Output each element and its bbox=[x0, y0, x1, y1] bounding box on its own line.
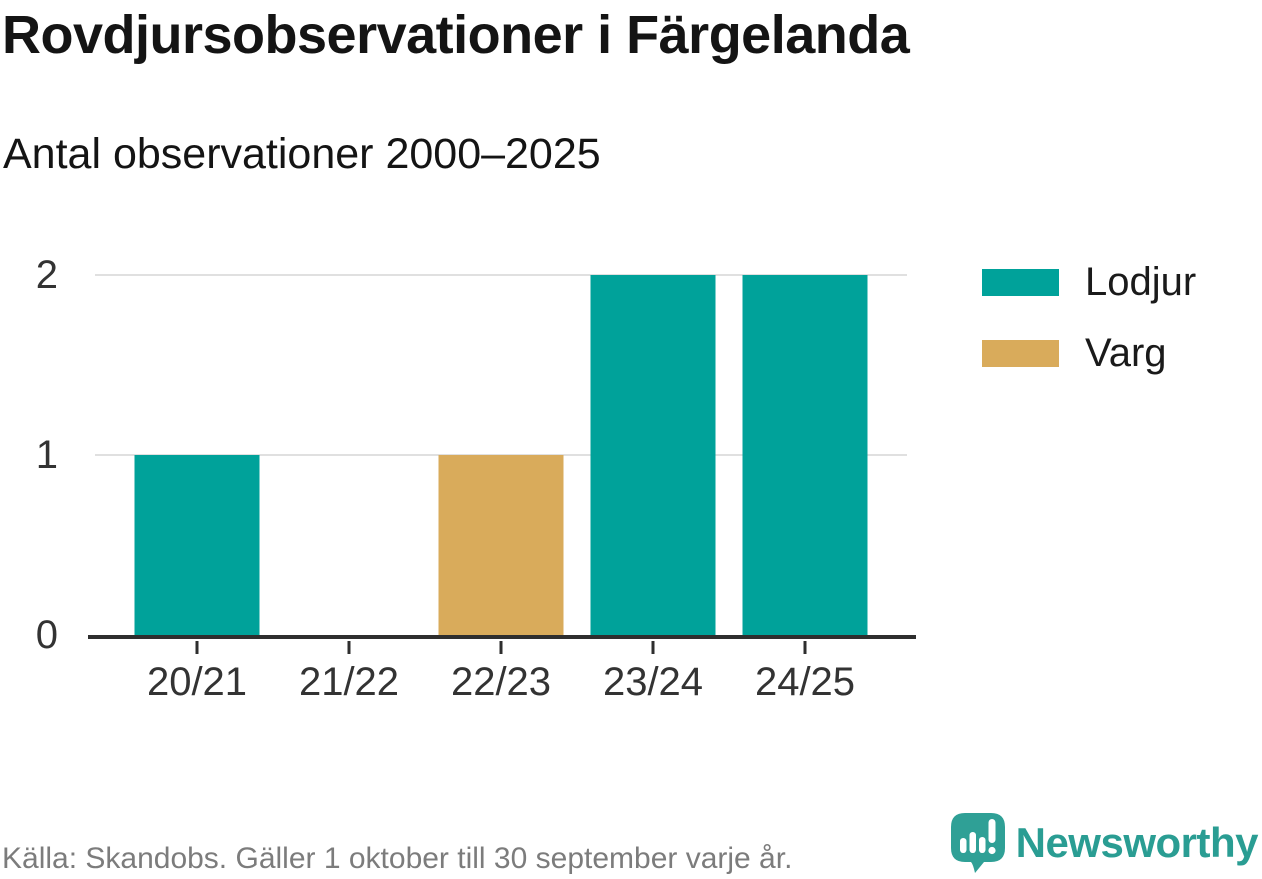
newsworthy-bubble-chart-icon bbox=[950, 812, 1006, 874]
x-tick bbox=[195, 641, 199, 654]
newsworthy-logo: Newsworthy bbox=[950, 812, 1259, 874]
x-tick bbox=[803, 641, 807, 654]
x-tick-label: 20/21 bbox=[146, 660, 248, 704]
bar-lodjur bbox=[134, 455, 260, 635]
source-note: Källa: Skandobs. Gäller 1 oktober till 3… bbox=[2, 842, 793, 875]
x-axis-line bbox=[88, 635, 916, 639]
page-subtitle: Antal observationer 2000–2025 bbox=[3, 130, 601, 178]
legend: Lodjur Varg bbox=[982, 260, 1196, 376]
bar-varg bbox=[438, 455, 564, 635]
legend-swatch-varg bbox=[982, 340, 1059, 367]
gridline bbox=[95, 274, 907, 276]
legend-label: Varg bbox=[1085, 331, 1167, 375]
y-tick-label: 1 bbox=[35, 433, 58, 477]
newsworthy-wordmark: Newsworthy bbox=[1015, 819, 1259, 866]
category-slot: 20/21 bbox=[121, 275, 273, 704]
page-title: Rovdjursobservationer i Färgelanda bbox=[2, 5, 910, 65]
x-tick-label: 21/22 bbox=[298, 660, 400, 704]
x-tick-label: 23/24 bbox=[602, 660, 704, 704]
legend-item-lodjur: Lodjur bbox=[982, 260, 1196, 305]
x-tick-label: 22/23 bbox=[450, 660, 552, 704]
y-tick-label: 2 bbox=[35, 253, 58, 297]
x-tick bbox=[499, 641, 503, 654]
x-tick-label: 24/25 bbox=[754, 660, 856, 704]
category-slot: 24/25 bbox=[729, 275, 881, 704]
legend-swatch-lodjur bbox=[982, 269, 1059, 296]
legend-item-varg: Varg bbox=[982, 331, 1196, 376]
legend-label: Lodjur bbox=[1085, 260, 1197, 304]
bar-slots: 20/21 21/22 22/23 23/24 24/25 bbox=[121, 275, 881, 704]
y-axis: 0 1 2 bbox=[0, 253, 64, 657]
plot-area: 20/21 21/22 22/23 23/24 24/25 bbox=[88, 274, 916, 704]
y-tick-label: 0 bbox=[35, 613, 58, 657]
x-tick bbox=[651, 641, 655, 654]
category-slot: 22/23 bbox=[425, 275, 577, 704]
bar-lodjur bbox=[742, 275, 868, 635]
bar-lodjur bbox=[590, 275, 716, 635]
category-slot: 23/24 bbox=[577, 275, 729, 704]
category-slot: 21/22 bbox=[273, 275, 425, 704]
x-tick bbox=[347, 641, 351, 654]
